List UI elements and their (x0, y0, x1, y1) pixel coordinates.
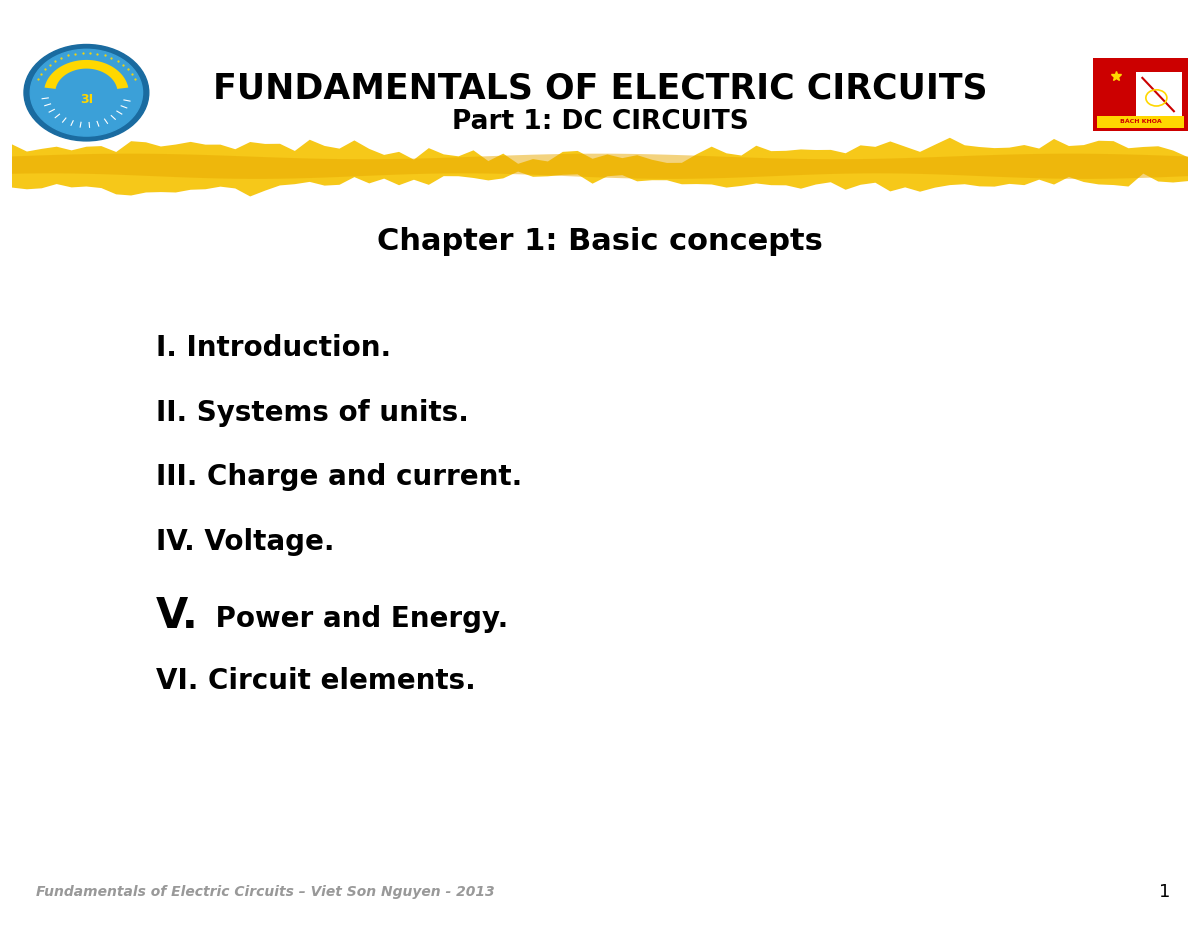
Text: BÁCH KHOA: BÁCH KHOA (1120, 120, 1162, 124)
Text: ĐẠI HỌC: ĐẠI HỌC (1147, 68, 1172, 72)
Text: Fundamentals of Electric Circuits – Viet Son Nguyen - 2013: Fundamentals of Electric Circuits – Viet… (36, 884, 494, 899)
Text: I. Introduction.: I. Introduction. (156, 334, 391, 362)
Circle shape (37, 55, 136, 131)
Text: II. Systems of units.: II. Systems of units. (156, 399, 469, 426)
Text: Part 1: DC CIRCUITS: Part 1: DC CIRCUITS (451, 109, 749, 135)
Bar (1093, 58, 1188, 131)
Text: III. Charge and current.: III. Charge and current. (156, 464, 522, 491)
Circle shape (24, 44, 149, 141)
Polygon shape (44, 60, 128, 89)
Text: 3I: 3I (80, 94, 92, 107)
Text: Power and Energy.: Power and Energy. (206, 605, 509, 633)
Text: Chapter 1: Basic concepts: Chapter 1: Basic concepts (377, 226, 823, 256)
Text: V.: V. (156, 595, 199, 638)
Text: 1: 1 (1159, 883, 1170, 901)
Text: IV. Voltage.: IV. Voltage. (156, 528, 335, 556)
Polygon shape (12, 154, 1188, 179)
Polygon shape (12, 138, 1188, 197)
Bar (1097, 116, 1184, 128)
Text: VI. Circuit elements.: VI. Circuit elements. (156, 667, 475, 695)
Bar (1136, 72, 1182, 120)
Circle shape (30, 49, 143, 136)
Bar (1097, 61, 1184, 128)
Text: FUNDAMENTALS OF ELECTRIC CIRCUITS: FUNDAMENTALS OF ELECTRIC CIRCUITS (212, 71, 988, 105)
